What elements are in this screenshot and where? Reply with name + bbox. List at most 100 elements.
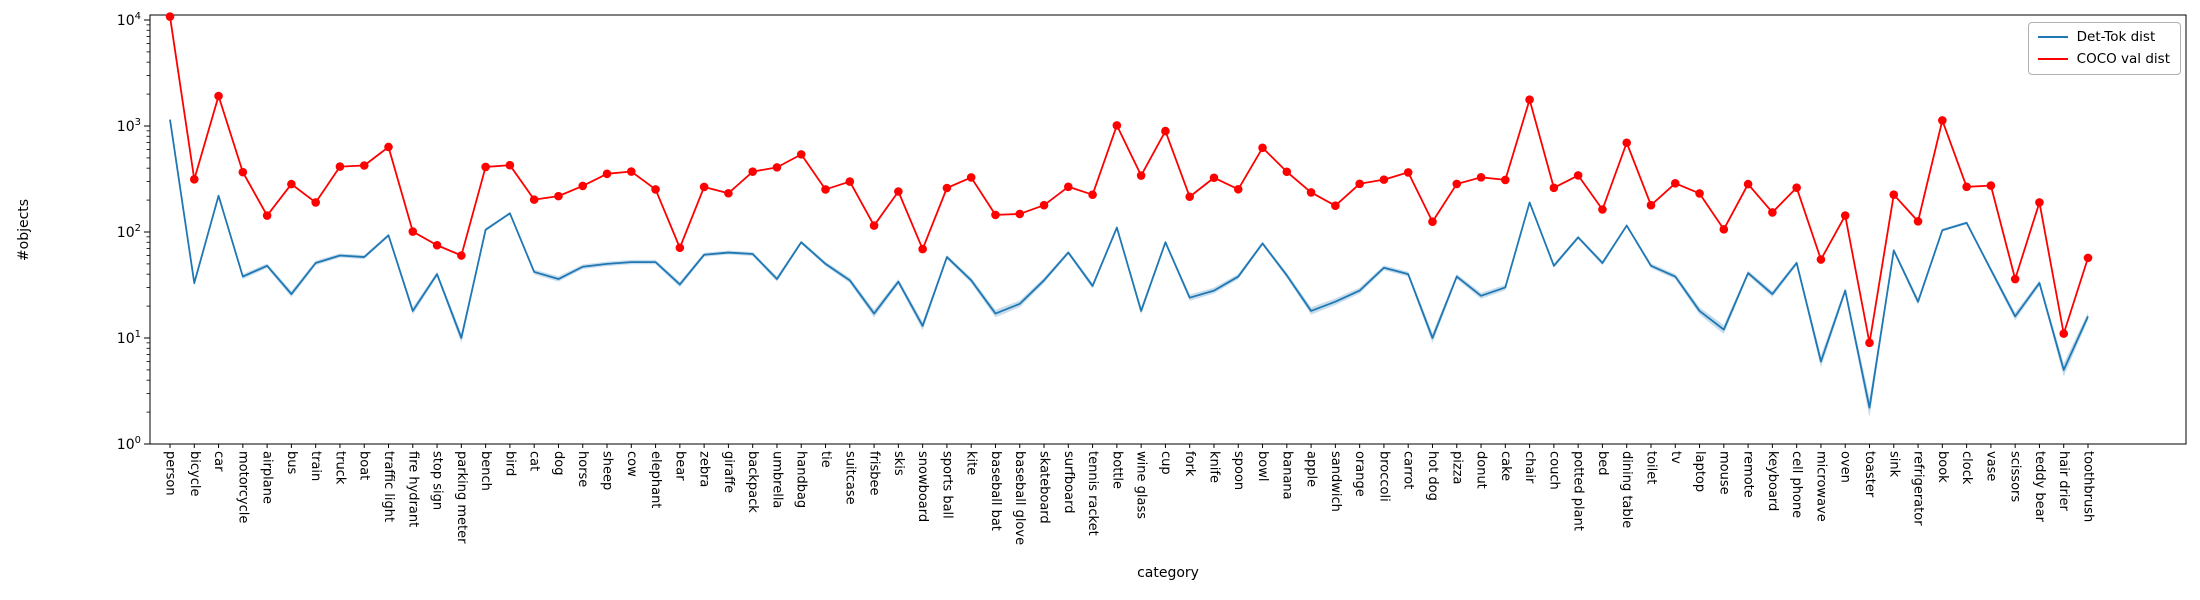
x-tick-label-boat: boat	[356, 451, 372, 481]
coco-val-marker	[869, 221, 879, 230]
coco-val-marker	[1088, 190, 1097, 199]
x-tick-label-parking-meter: parking meter	[453, 451, 469, 544]
coco-val-marker	[1719, 225, 1729, 234]
coco-val-marker	[724, 188, 733, 198]
coco-val-marker	[1840, 211, 1850, 220]
x-tick-label-orange: orange	[1352, 451, 1368, 497]
x-tick-label-hot-dog: hot dog	[1424, 451, 1440, 501]
coco-val-marker	[1646, 200, 1656, 210]
x-tick-label-tennis-racket: tennis racket	[1085, 451, 1101, 536]
coco-val-marker	[1015, 209, 1025, 219]
x-tick-label-tv: tv	[1667, 451, 1683, 464]
coco-val-line-swatch	[2037, 58, 2068, 61]
coco-val-marker	[966, 173, 976, 182]
x-tick-label-toaster: toaster	[1861, 451, 1877, 498]
x-tick-label-horse: horse	[575, 451, 591, 488]
x-tick-label-skis: skis	[890, 451, 906, 476]
legend: Det-Tok dist COCO val dist	[2027, 22, 2181, 75]
coco-val-marker	[287, 179, 296, 189]
x-tick-label-book: book	[1934, 451, 1950, 483]
x-tick-label-sheep: sheep	[599, 451, 615, 491]
coco-val-marker	[2059, 329, 2069, 338]
coco-val-marker	[1598, 205, 1607, 214]
x-tick-label-knife: knife	[1206, 451, 1222, 483]
coco-val-marker	[335, 162, 345, 171]
legend-label-det-tok: Det-Tok dist	[2076, 29, 2156, 45]
coco-val-marker	[1185, 192, 1194, 202]
x-tick-label-clock: clock	[1959, 451, 1975, 485]
x-tick-label-wine-glass: wine glass	[1133, 451, 1149, 519]
x-tick-label-spoon: spoon	[1230, 451, 1246, 491]
coco-val-marker	[626, 167, 636, 176]
x-tick-label-scissors: scissors	[2007, 451, 2023, 503]
x-tick-label-sink: sink	[1886, 451, 1902, 478]
coco-val-marker	[772, 163, 782, 172]
x-tick-label-airplane: airplane	[259, 451, 275, 504]
coco-val-marker	[845, 177, 855, 186]
coco-val-marker	[1501, 175, 1510, 185]
coco-val-marker	[457, 251, 466, 260]
coco-val-marker	[1913, 217, 1923, 226]
y-tick-label: 101	[116, 329, 141, 347]
x-tick-label-motorcycle: motorcycle	[235, 451, 251, 524]
y-tick-label: 100	[116, 435, 141, 453]
x-tick-label-bird: bird	[502, 451, 518, 477]
coco-val-marker	[384, 142, 393, 152]
x-tick-label-donut: donut	[1473, 451, 1489, 489]
x-tick-label-bed: bed	[1594, 451, 1610, 476]
coco-val-marker	[2083, 253, 2093, 263]
coco-val-marker	[2035, 198, 2044, 207]
coco-val-marker	[748, 167, 757, 176]
coco-val-marker	[1816, 255, 1826, 264]
coco-val-marker	[1403, 168, 1413, 177]
x-tick-label-couch: couch	[1546, 451, 1562, 490]
x-tick-label-toilet: toilet	[1643, 451, 1659, 485]
x-tick-label-handbag: handbag	[793, 451, 809, 509]
x-tick-label-baseball-glove: baseball glove	[1012, 451, 1028, 546]
x-tick-label-cat: cat	[526, 451, 542, 472]
x-tick-label-truck: truck	[332, 451, 348, 485]
coco-val-marker	[214, 91, 223, 101]
coco-val-marker	[821, 185, 830, 194]
x-tick-label-potted-plant: potted plant	[1570, 451, 1586, 531]
coco-val-marker	[311, 198, 320, 207]
x-tick-label-suitcase: suitcase	[842, 451, 858, 505]
x-tick-label-sports-ball: sports ball	[939, 451, 955, 519]
det-tok-dist-line	[169, 119, 2089, 409]
coco-val-marker	[262, 211, 272, 220]
x-tick-label-bench: bench	[478, 451, 494, 491]
x-tick-label-fork: fork	[1182, 451, 1198, 477]
x-tick-label-kite: kite	[963, 451, 979, 476]
x-tick-label-toothbrush: toothbrush	[2080, 451, 2096, 523]
coco-val-marker	[1161, 126, 1170, 136]
x-tick-label-broccoli: broccoli	[1376, 451, 1392, 502]
x-tick-label-apple: apple	[1303, 451, 1319, 488]
legend-item-coco-val: COCO val dist	[2037, 51, 2170, 67]
x-tick-label-frisbee: frisbee	[866, 451, 882, 496]
x-tick-label-car: car	[211, 451, 227, 472]
coco-val-marker	[1233, 184, 1243, 194]
coco-val-marker	[432, 240, 442, 250]
coco-val-marker	[602, 169, 612, 179]
coco-val-marker	[1670, 179, 1680, 188]
x-tick-label-carrot: carrot	[1400, 451, 1416, 490]
coco-val-marker	[1064, 182, 1073, 192]
coco-val-marker	[1306, 188, 1316, 197]
coco-val-marker	[1476, 173, 1486, 182]
x-tick-label-elephant: elephant	[648, 451, 664, 509]
y-tick-label: 104	[116, 11, 141, 29]
coco-val-marker	[1889, 190, 1899, 199]
x-tick-label-keyboard: keyboard	[1764, 451, 1780, 512]
x-tick-label-bear: bear	[672, 451, 688, 481]
x-tick-label-person: person	[162, 451, 178, 496]
coco-val-marker	[1938, 116, 1947, 125]
coco-val-marker	[2010, 274, 2020, 284]
axes-box	[149, 14, 2187, 445]
x-tick-label-dining-table: dining table	[1619, 451, 1635, 529]
x-tick-label-tie: tie	[818, 451, 834, 468]
y-tick-label: 103	[116, 117, 141, 135]
x-tick-label-skateboard: skateboard	[1036, 451, 1052, 524]
coco-val-marker	[1986, 181, 1996, 190]
coco-val-marker	[1355, 179, 1364, 189]
